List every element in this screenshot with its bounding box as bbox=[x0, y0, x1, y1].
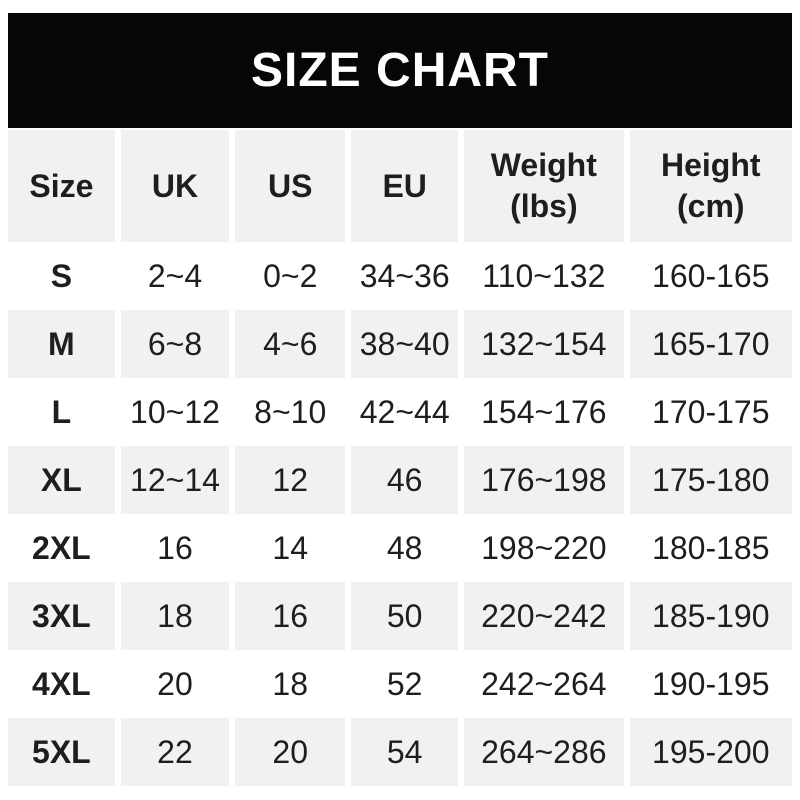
column-header-size: Size bbox=[8, 130, 118, 242]
cell-us: 12 bbox=[229, 446, 349, 514]
cell-height: 175-180 bbox=[623, 446, 792, 514]
cell-uk: 6~8 bbox=[114, 310, 233, 378]
table-row-4xl: 4XL 20 18 52 242~264 190-195 bbox=[8, 650, 792, 718]
column-header-eu: EU bbox=[345, 130, 462, 242]
column-header-us: US bbox=[229, 130, 349, 242]
cell-weight: 264~286 bbox=[458, 718, 627, 786]
cell-us: 18 bbox=[229, 650, 349, 718]
cell-eu: 38~40 bbox=[345, 310, 462, 378]
cell-uk: 18 bbox=[114, 582, 233, 650]
cell-us: 4~6 bbox=[229, 310, 349, 378]
table-row-3xl: 3XL 18 16 50 220~242 185-190 bbox=[8, 582, 792, 650]
header-row: Size UK US EU Weight (lbs) Height (cm) bbox=[8, 130, 792, 242]
cell-height: 190-195 bbox=[623, 650, 792, 718]
cell-height: 160-165 bbox=[623, 242, 792, 310]
cell-eu: 50 bbox=[345, 582, 462, 650]
cell-us: 20 bbox=[229, 718, 349, 786]
cell-size: M bbox=[8, 310, 118, 378]
table-row-5xl: 5XL 22 20 54 264~286 195-200 bbox=[8, 718, 792, 786]
table-row-xl: XL 12~14 12 46 176~198 175-180 bbox=[8, 446, 792, 514]
cell-weight: 132~154 bbox=[458, 310, 627, 378]
cell-weight: 242~264 bbox=[458, 650, 627, 718]
cell-eu: 46 bbox=[345, 446, 462, 514]
banner: SIZE CHART bbox=[8, 13, 792, 128]
table-row-2xl: 2XL 16 14 48 198~220 180-185 bbox=[8, 514, 792, 582]
cell-weight: 154~176 bbox=[458, 378, 627, 446]
cell-uk: 10~12 bbox=[114, 378, 233, 446]
table-row-m: M 6~8 4~6 38~40 132~154 165-170 bbox=[8, 310, 792, 378]
cell-size: 2XL bbox=[8, 514, 118, 582]
column-header-height: Height (cm) bbox=[623, 130, 792, 242]
cell-eu: 34~36 bbox=[345, 242, 462, 310]
cell-size: 3XL bbox=[8, 582, 118, 650]
cell-size: 4XL bbox=[8, 650, 118, 718]
cell-eu: 42~44 bbox=[345, 378, 462, 446]
cell-size: L bbox=[8, 378, 118, 446]
cell-size: S bbox=[8, 242, 118, 310]
cell-height: 165-170 bbox=[623, 310, 792, 378]
cell-eu: 54 bbox=[345, 718, 462, 786]
cell-uk: 22 bbox=[114, 718, 233, 786]
size-chart-table: Size UK US EU Weight (lbs) Height (cm) S… bbox=[8, 130, 792, 786]
cell-us: 16 bbox=[229, 582, 349, 650]
cell-height: 170-175 bbox=[623, 378, 792, 446]
cell-size: 5XL bbox=[8, 718, 118, 786]
cell-eu: 48 bbox=[345, 514, 462, 582]
column-header-weight: Weight (lbs) bbox=[458, 130, 627, 242]
cell-uk: 12~14 bbox=[114, 446, 233, 514]
cell-weight: 110~132 bbox=[458, 242, 627, 310]
column-header-uk: UK bbox=[114, 130, 233, 242]
table-row-l: L 10~12 8~10 42~44 154~176 170-175 bbox=[8, 378, 792, 446]
cell-us: 0~2 bbox=[229, 242, 349, 310]
cell-height: 180-185 bbox=[623, 514, 792, 582]
cell-height: 195-200 bbox=[623, 718, 792, 786]
table-row-s: S 2~4 0~2 34~36 110~132 160-165 bbox=[8, 242, 792, 310]
cell-eu: 52 bbox=[345, 650, 462, 718]
cell-uk: 2~4 bbox=[114, 242, 233, 310]
cell-uk: 20 bbox=[114, 650, 233, 718]
cell-weight: 176~198 bbox=[458, 446, 627, 514]
cell-weight: 220~242 bbox=[458, 582, 627, 650]
cell-height: 185-190 bbox=[623, 582, 792, 650]
cell-weight: 198~220 bbox=[458, 514, 627, 582]
cell-uk: 16 bbox=[114, 514, 233, 582]
cell-us: 8~10 bbox=[229, 378, 349, 446]
page-title: SIZE CHART bbox=[251, 44, 549, 97]
cell-us: 14 bbox=[229, 514, 349, 582]
cell-size: XL bbox=[8, 446, 118, 514]
